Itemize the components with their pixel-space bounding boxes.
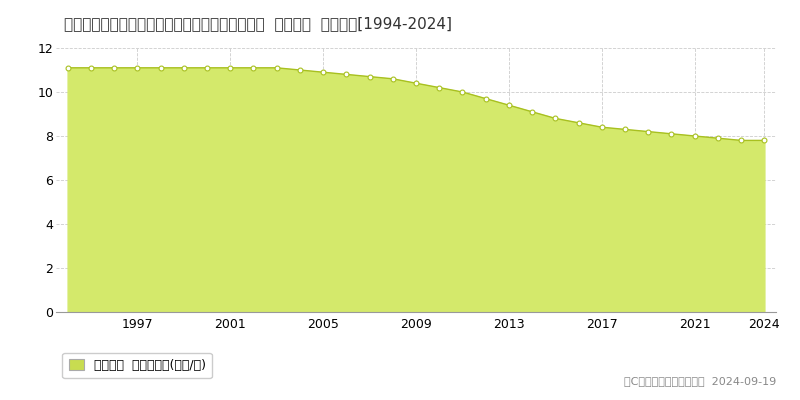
Text: 宮崎県児湯郡高鍋町大字南高鍋字石原８５０番１  公示地価  地価推移[1994-2024]: 宮崎県児湯郡高鍋町大字南高鍋字石原８５０番１ 公示地価 地価推移[1994-20… [64,16,452,31]
Text: （C）土地価格ドットコム  2024-09-19: （C）土地価格ドットコム 2024-09-19 [624,376,776,386]
Legend: 公示地価  平均坪単価(万円/坪): 公示地価 平均坪単価(万円/坪) [62,352,212,378]
